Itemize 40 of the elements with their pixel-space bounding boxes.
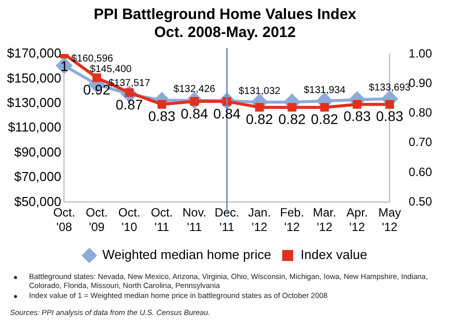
data-label: 1 [60, 58, 68, 74]
x-tick-label: Oct. '11 [150, 206, 173, 234]
data-label: 0.82 [310, 111, 338, 128]
y-tick-label: $150,000 [6, 70, 62, 86]
y2-tick-label: 0.90 [408, 76, 432, 90]
y2-tick-label: 0.60 [408, 164, 432, 179]
y-tick-label: $170,000 [6, 46, 62, 61]
data-label: $132,426 [174, 84, 216, 96]
data-label: $145,400 [90, 64, 132, 76]
data-label: 0.82 [278, 111, 306, 128]
data-label: 0.83 [148, 108, 176, 124]
data-label: $160,596 [71, 53, 114, 64]
x-tick-label: Feb. '12 [280, 206, 304, 234]
x-tick-label: May '12 [378, 206, 401, 234]
chart-title: PPI Battleground Home Values Index [94, 6, 357, 24]
x-tick-label: Dec. '11 [214, 206, 240, 234]
x-tick-label: Nov. '11 [182, 206, 206, 234]
chart-subtitle: Oct. 2008-May. 2012 [154, 24, 296, 42]
data-label: 0.82 [246, 111, 274, 128]
x-tick-label: Jan. '12 [248, 206, 271, 234]
legend-label: Weighted median home price [102, 247, 272, 262]
x-tick-label: Oct. '09 [86, 206, 108, 234]
data-label: 0.83 [343, 108, 371, 124]
data-label: 0.87 [116, 96, 144, 112]
y2-tick-label: 0.80 [408, 106, 432, 120]
y2-tick-label: 1.00 [408, 46, 432, 60]
data-label: 0.84 [180, 105, 208, 122]
y2-tick-label: 0.70 [408, 135, 432, 150]
legend-label: Index value [300, 247, 368, 262]
x-tick-label: Oct. '10 [118, 206, 140, 234]
data-label: $131,934 [304, 84, 346, 96]
y-tick-label: $130,000 [6, 94, 62, 110]
x-tick-label: Mar. '12 [312, 206, 336, 234]
y-tick-label: $110,000 [8, 120, 62, 135]
y2-tick-label: 0.50 [408, 194, 432, 209]
x-tick-label: Apr. '12 [346, 206, 368, 234]
y-tick-label: $90,000 [14, 144, 62, 160]
data-label: 0.83 [376, 108, 404, 124]
data-label: $131,032 [238, 86, 281, 97]
y-tick-label: $70,000 [14, 169, 62, 184]
